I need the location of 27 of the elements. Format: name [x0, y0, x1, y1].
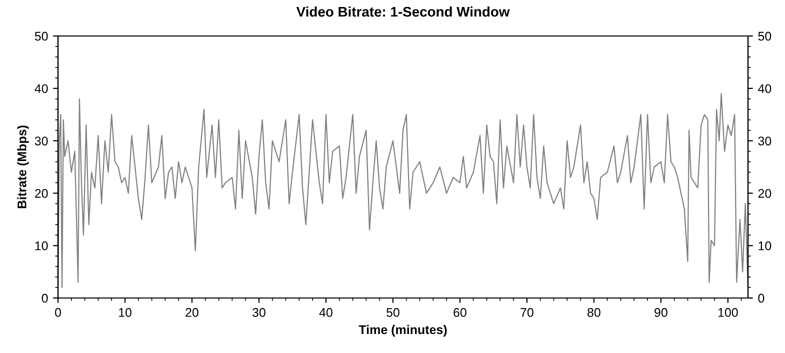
x-tick-label: 0 — [55, 308, 61, 317]
x-tick-label: 30 — [252, 308, 266, 317]
y-tick-label: 40 — [34, 84, 48, 94]
y2-tick-label: 30 — [758, 136, 772, 146]
y2-tick-label: 20 — [758, 189, 772, 198]
x-tick-label: 80 — [588, 308, 600, 317]
y2-tick-label: 50 — [758, 32, 772, 41]
y2-tick-label: 40 — [758, 84, 772, 94]
x-tick-label: 100 — [718, 308, 738, 317]
y-tick-label: 20 — [35, 189, 48, 198]
line-series — [58, 93, 748, 288]
y2-tick-label: 0 — [758, 294, 764, 303]
y-tick-label: 30 — [34, 136, 48, 146]
x-tick-label: 20 — [186, 308, 198, 317]
x-tick-label: 70 — [520, 308, 534, 317]
x-tick-label: 10 — [118, 308, 132, 317]
y-tick-label: 50 — [34, 32, 48, 41]
chart-title: Video Bitrate: 1-Second Window — [296, 6, 510, 17]
y-tick-label: 0 — [42, 294, 48, 303]
x-tick-label: 40 — [319, 308, 332, 317]
x-axis-title: Time (minutes) — [358, 324, 447, 337]
y-tick-label: 10 — [35, 241, 48, 250]
y2-tick-label: 10 — [758, 241, 772, 250]
x-tick-label: 60 — [454, 308, 466, 317]
x-tick-label: 50 — [386, 308, 400, 317]
x-tick-label: 90 — [654, 308, 668, 317]
y-axis-title: Bitrate (Mbps) — [17, 126, 29, 208]
